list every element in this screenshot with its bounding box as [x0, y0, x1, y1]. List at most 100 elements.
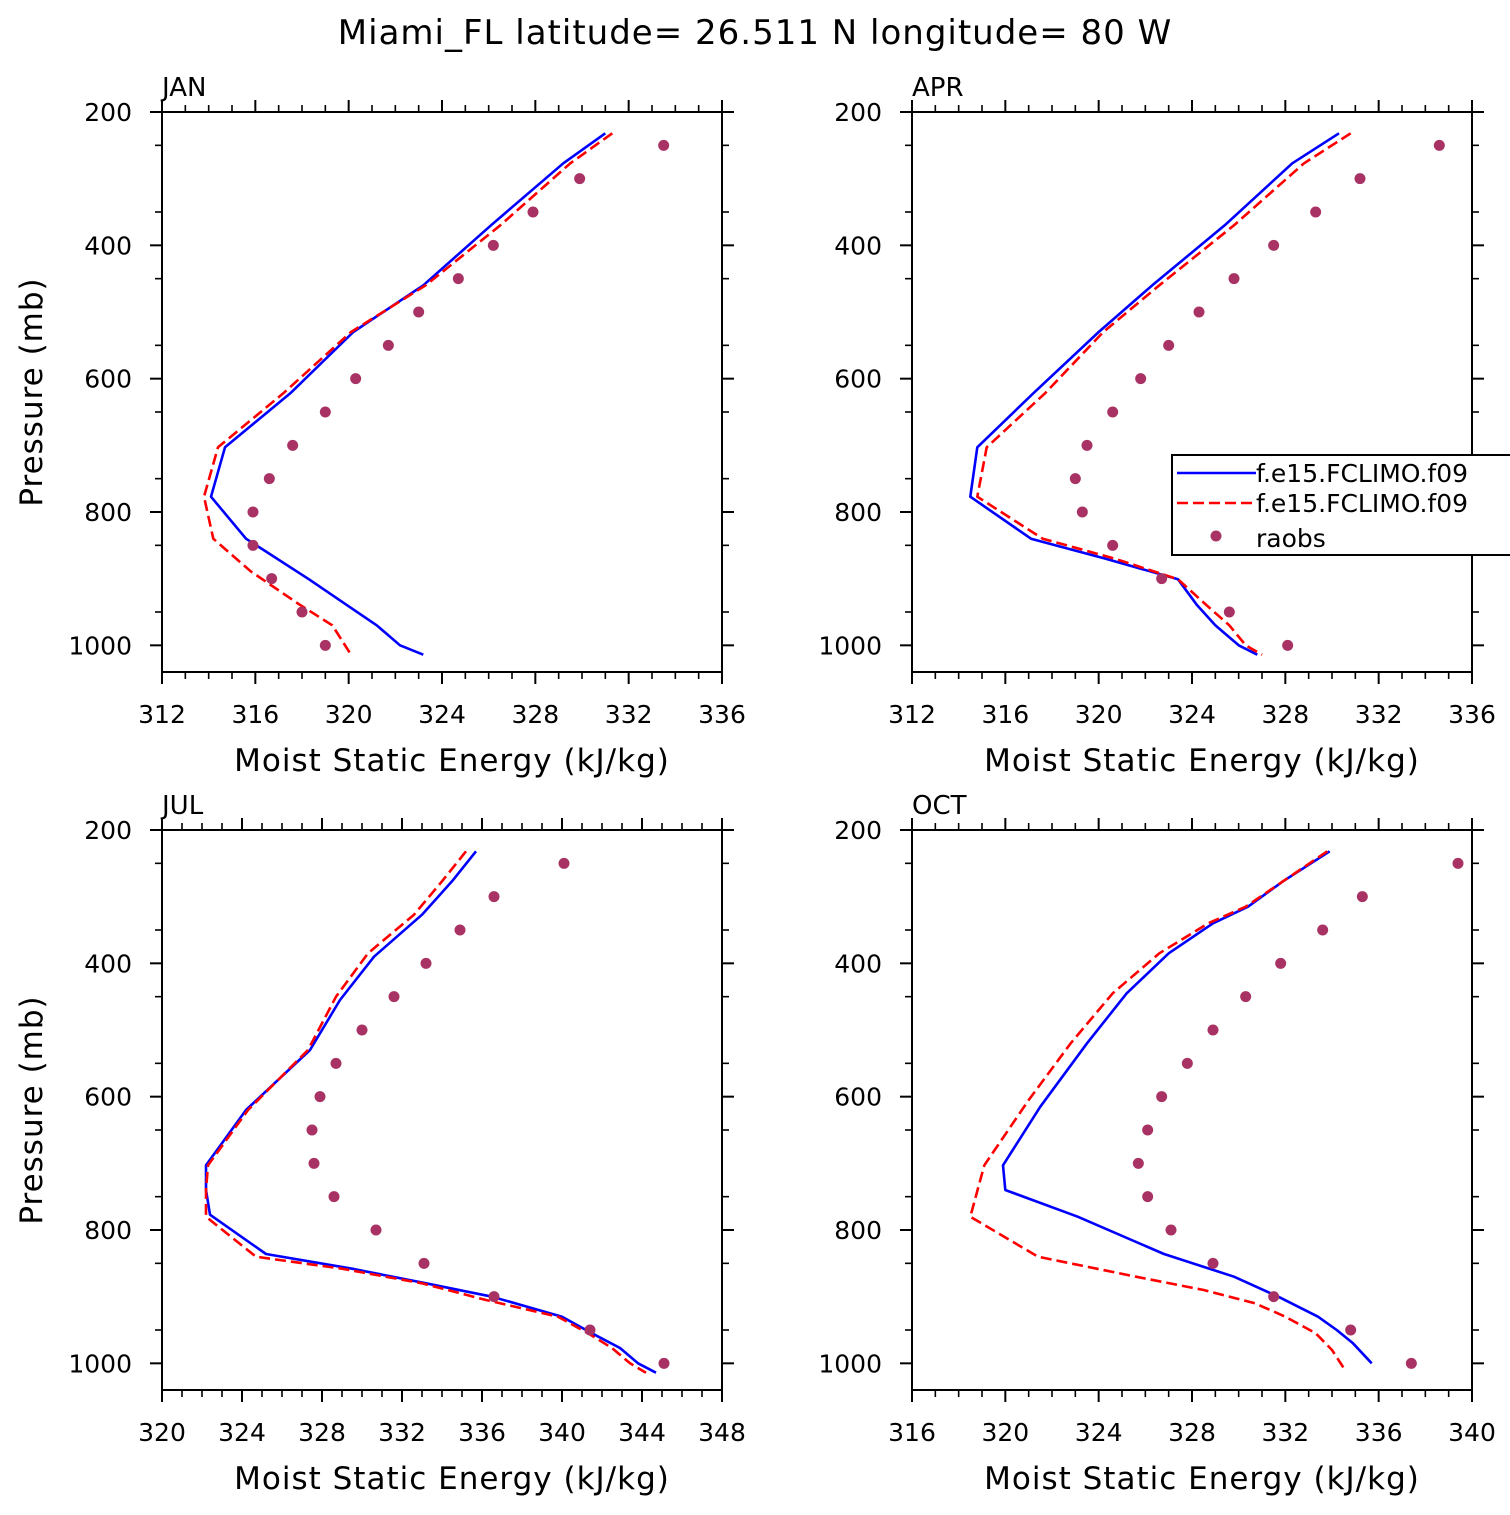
y-tick-label: 1000 — [818, 1349, 882, 1378]
raobs-point — [350, 373, 362, 385]
raobs-point — [420, 957, 432, 969]
x-tick-label: 332 — [1261, 1418, 1309, 1447]
x-tick-label: 340 — [538, 1418, 586, 1447]
model2-line — [202, 132, 614, 656]
raobs-point — [356, 1024, 368, 1036]
y-axis-label: Pressure (mb) — [14, 277, 50, 506]
raobs-point — [487, 239, 499, 251]
raobs-point — [1223, 606, 1235, 618]
raobs-point — [306, 1124, 318, 1136]
raobs-point — [296, 606, 308, 618]
raobs-point — [1207, 1257, 1219, 1269]
raobs-point — [1081, 439, 1093, 451]
raobs-point — [247, 539, 259, 551]
x-tick-label: 336 — [1355, 1418, 1403, 1447]
raobs-point — [527, 206, 539, 218]
legend-label: f.e15.FCLIMO.f09 — [1256, 459, 1468, 488]
raobs-point — [658, 139, 670, 151]
raobs-point — [1156, 1091, 1168, 1103]
x-tick-label: 328 — [298, 1418, 346, 1447]
model1-line — [968, 132, 1340, 656]
raobs-point — [388, 991, 400, 1003]
x-tick-label: 332 — [378, 1418, 426, 1447]
panel-apr: APR 312 316 320 324 328 332 336 200 400 600 800 1000… — [818, 73, 1495, 779]
raobs-point — [488, 891, 500, 903]
y-tick-label: 200 — [84, 816, 132, 845]
x-tick-label: 348 — [698, 1418, 746, 1447]
raobs-point — [1240, 991, 1252, 1003]
x-tick-label: 324 — [1168, 700, 1216, 729]
y-tick-label: 800 — [834, 1216, 882, 1245]
x-axis-label: Moist Static Energy (kJ/kg) — [984, 743, 1420, 779]
raobs-point — [558, 857, 570, 869]
x-tick-label: 336 — [1448, 700, 1496, 729]
y-tick-label: 400 — [84, 231, 132, 260]
y-tick-label: 400 — [84, 949, 132, 978]
raobs-point — [1268, 1291, 1280, 1303]
raobs-point — [488, 1291, 500, 1303]
panel-oct: OCT 316 320 324 328 332 336 340 200 400 600 800 1000… — [818, 791, 1495, 1497]
raobs-point — [1076, 506, 1088, 518]
y-tick-label: 600 — [84, 365, 132, 394]
raobs-point — [452, 273, 464, 285]
raobs-point — [266, 573, 278, 585]
x-tick-label: 328 — [1261, 700, 1309, 729]
model2-line — [975, 132, 1352, 656]
panels: JAN 312 316 320 324 328 332 336 200 400 600 800 1000… — [14, 73, 1496, 1497]
raobs-point — [1356, 891, 1368, 903]
y-tick-label: 800 — [84, 498, 132, 527]
series-group — [202, 132, 670, 656]
panel-label: JAN — [160, 73, 206, 103]
x-tick-label: 328 — [511, 700, 559, 729]
y-tick-label: 600 — [834, 1083, 882, 1112]
raobs-point — [1156, 573, 1168, 585]
y-tick-label: 1000 — [68, 631, 132, 660]
x-tick-label: 316 — [888, 1418, 936, 1447]
y-tick-label: 200 — [84, 98, 132, 127]
raobs-point — [247, 506, 259, 518]
raobs-point — [1165, 1224, 1177, 1236]
x-tick-label: 312 — [888, 700, 936, 729]
x-tick-label: 344 — [618, 1418, 666, 1447]
x-tick-label: 316 — [981, 700, 1029, 729]
raobs-point — [658, 1357, 670, 1369]
raobs-point — [330, 1057, 342, 1069]
panel-label: OCT — [912, 791, 967, 821]
y-tick-label: 600 — [834, 365, 882, 394]
x-tick-label: 320 — [138, 1418, 186, 1447]
y-tick-label: 400 — [834, 231, 882, 260]
y-tick-label: 600 — [84, 1083, 132, 1112]
raobs-point — [319, 406, 331, 418]
series-group — [968, 850, 1464, 1369]
series-group — [968, 132, 1445, 656]
raobs-point — [1317, 924, 1329, 936]
raobs-point — [584, 1324, 596, 1336]
y-tick-label: 400 — [834, 949, 882, 978]
x-tick-label: 312 — [138, 700, 186, 729]
raobs-point — [1132, 1157, 1144, 1169]
y-tick-label: 800 — [84, 1216, 132, 1245]
panel-label: JUL — [160, 791, 204, 821]
raobs-point — [1452, 857, 1464, 869]
raobs-point — [308, 1157, 320, 1169]
raobs-point — [1228, 273, 1240, 285]
raobs-point — [1193, 306, 1205, 318]
x-axis-label: Moist Static Energy (kJ/kg) — [984, 1461, 1420, 1497]
raobs-point — [382, 339, 394, 351]
panel-jan: JAN 312 316 320 324 328 332 336 200 400 600 800 1000… — [14, 73, 746, 779]
raobs-point — [1282, 639, 1294, 651]
raobs-point — [454, 924, 466, 936]
raobs-point — [1163, 339, 1175, 351]
x-tick-label: 324 — [1075, 1418, 1123, 1447]
raobs-point — [1345, 1324, 1357, 1336]
x-tick-label: 320 — [325, 700, 373, 729]
series-group — [204, 850, 670, 1374]
raobs-point — [1107, 406, 1119, 418]
raobs-point — [1275, 957, 1287, 969]
x-tick-label: 316 — [231, 700, 279, 729]
legend-label: f.e15.FCLIMO.f09 — [1256, 489, 1468, 518]
model1-line — [1001, 850, 1373, 1365]
raobs-point — [1354, 173, 1366, 185]
x-tick-label: 336 — [698, 700, 746, 729]
